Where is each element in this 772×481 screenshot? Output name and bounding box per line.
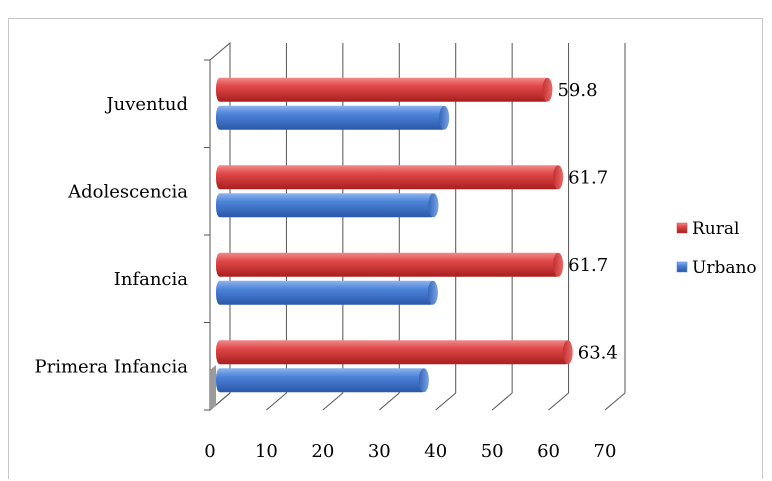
x-tick-label: 0 [204, 441, 215, 462]
bars [216, 77, 573, 393]
left-wall [209, 41, 231, 412]
data-label-rural: 61.7 [568, 255, 608, 276]
x-tick-label: 40 [424, 441, 447, 462]
legend-swatch-urbano [676, 261, 688, 273]
data-label-rural: 63.4 [578, 342, 618, 363]
bar-rural-cap [553, 165, 564, 190]
data-label-rural: 61.7 [568, 167, 608, 188]
axes [204, 41, 231, 412]
floor-line-30 [378, 392, 400, 411]
x-tick-label: 10 [255, 441, 278, 462]
bar-rural [216, 340, 570, 365]
category-label: Primera Infancia [34, 356, 188, 377]
bar-urbano-cap [427, 280, 438, 305]
bar-urbano [216, 105, 447, 130]
floor-line-10 [266, 392, 287, 411]
x-tick-label: 60 [537, 441, 560, 462]
category-label: Infancia [114, 269, 189, 290]
x-tick-label: 20 [311, 441, 334, 462]
bar-rural-cap [542, 77, 553, 102]
floor-line-70 [604, 392, 626, 411]
bar-urbano-cap [418, 368, 429, 393]
labels: 0 10 20 30 40 50 60 70 Primera Infancia 63.4 Infan… [34, 80, 617, 462]
category-label: Juventud [104, 94, 188, 115]
bar-rural-cap [553, 252, 564, 277]
x-tick-label: 50 [481, 441, 504, 462]
bar-urbano-cap [439, 105, 450, 130]
legend-swatch-rural [676, 222, 688, 234]
x-tick-label: 70 [594, 441, 617, 462]
x-tick-label: 30 [368, 441, 391, 462]
bar-urbano [216, 368, 426, 393]
legend-label-rural: Rural [692, 219, 739, 239]
legend-label-urbano: Urbano [692, 258, 757, 278]
bar-rural [216, 165, 561, 190]
legend: Rural Urbano [676, 219, 757, 278]
bar-rural [216, 252, 561, 277]
bar-urbano [216, 193, 436, 218]
category-label: Adolescencia [67, 181, 188, 202]
floor-line-60 [548, 392, 569, 411]
floor-line-50 [491, 392, 513, 411]
bar-rural-cap [562, 340, 573, 365]
wall-shadow [210, 365, 216, 410]
data-label-rural: 59.8 [557, 80, 597, 101]
floor-line-20 [322, 392, 344, 411]
floor-line-40 [435, 392, 457, 411]
chart-frame [8, 18, 763, 479]
bar-urbano [216, 280, 435, 305]
bar-urbano-cap [428, 193, 439, 218]
bar-rural [216, 77, 550, 102]
